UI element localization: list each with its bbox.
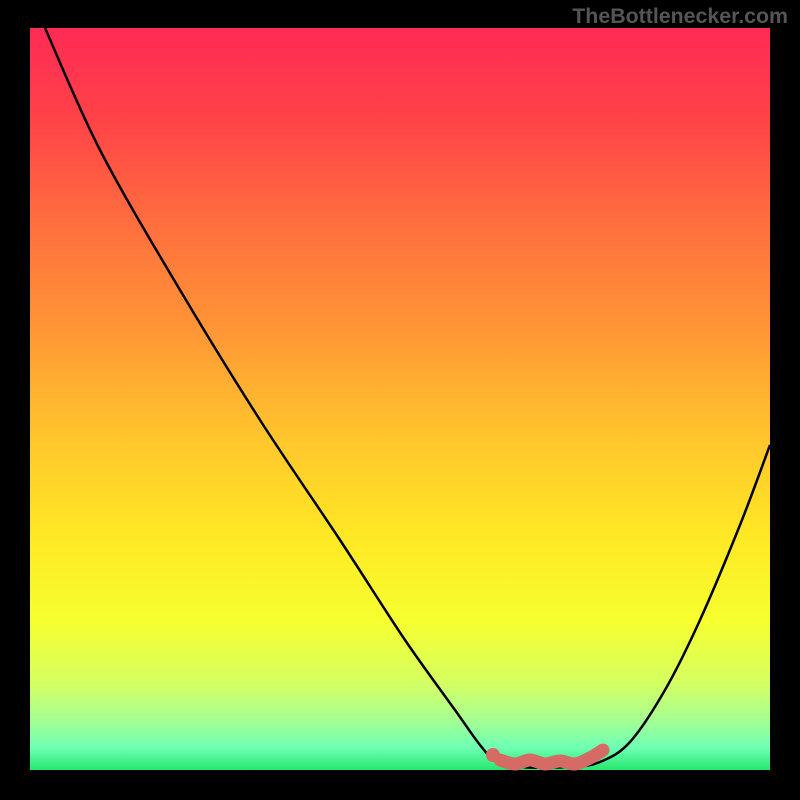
attribution-label: TheBottlenecker.com — [572, 4, 788, 29]
plot-background — [30, 28, 770, 770]
chart-canvas — [0, 0, 800, 800]
bottleneck-chart: TheBottlenecker.com — [0, 0, 800, 800]
